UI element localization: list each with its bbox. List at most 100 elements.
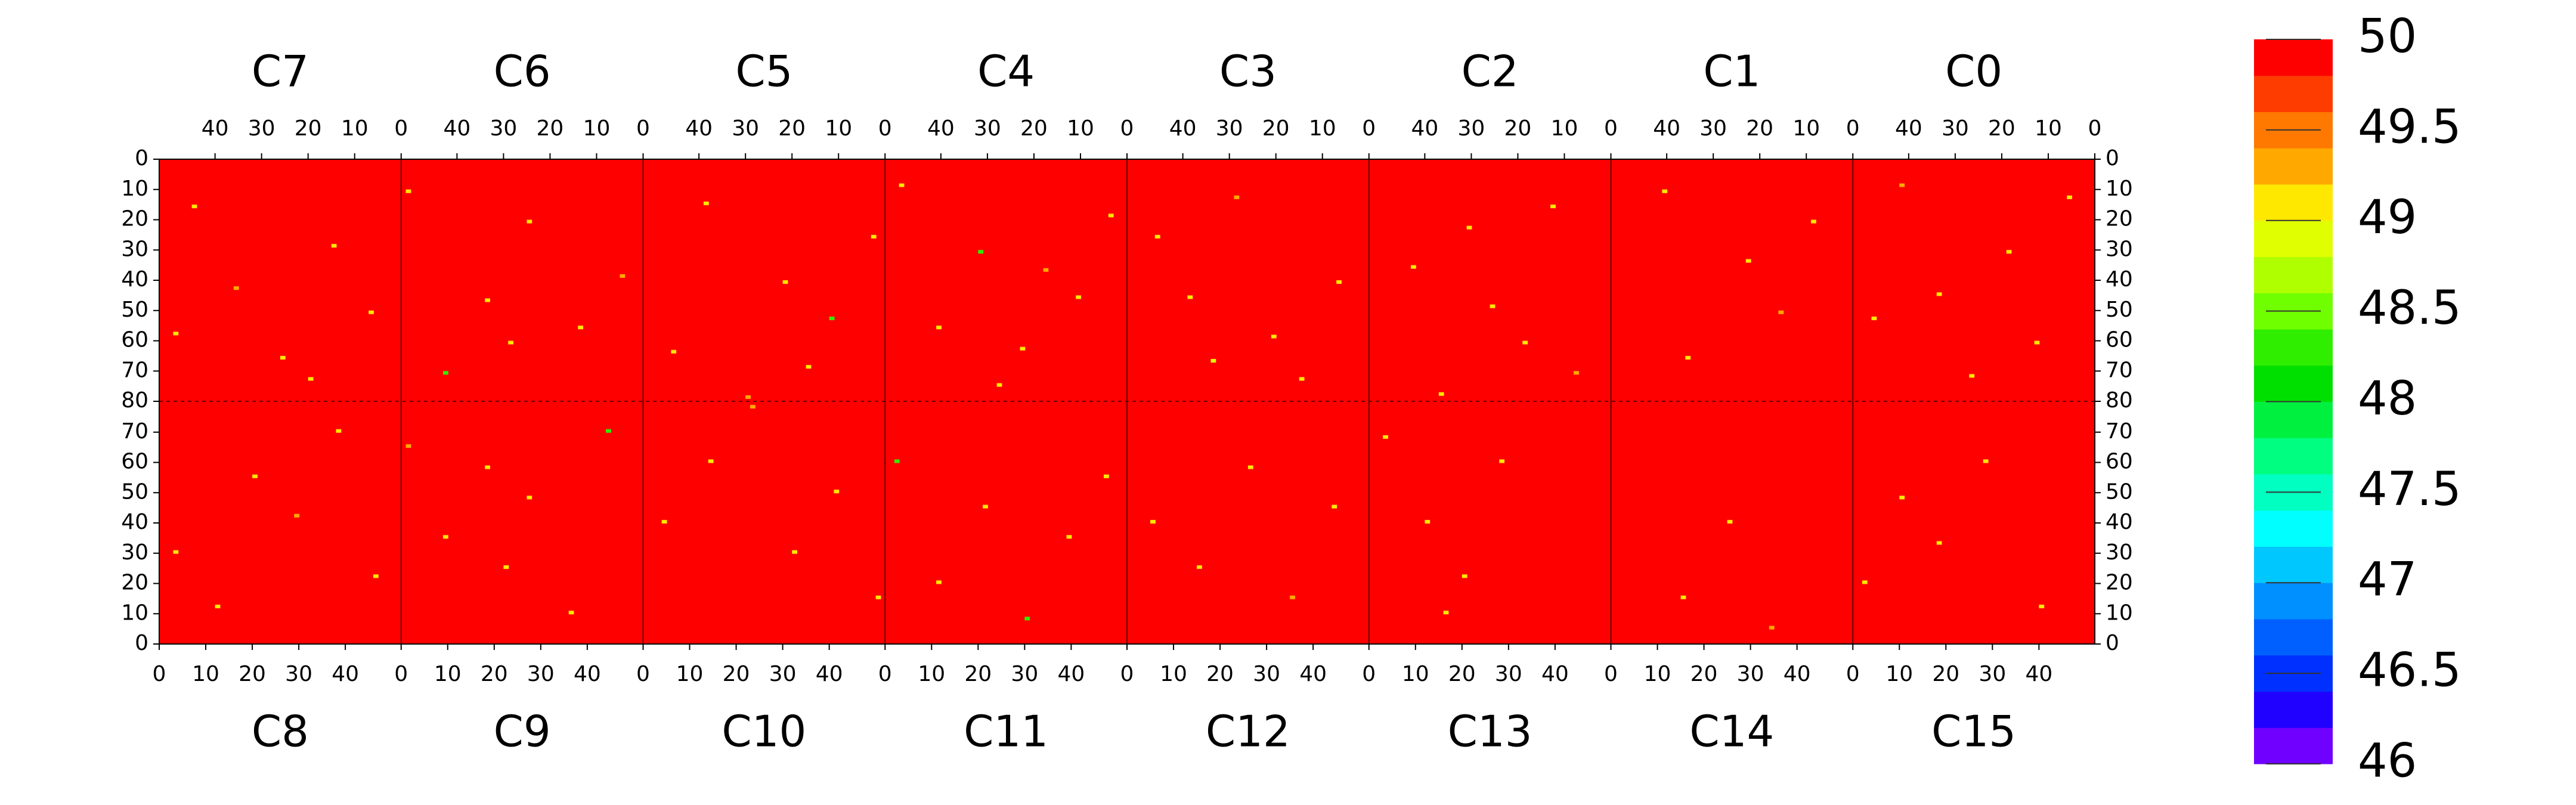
chip-label: C14 [1689, 707, 1774, 757]
pixel [996, 383, 1002, 387]
x-tick-label: 20 [1504, 116, 1532, 141]
x-tick-label: 10 [1551, 116, 1578, 141]
colorbar-band [2254, 256, 2333, 293]
colorbar-band [2254, 220, 2333, 257]
colorbar-band [2254, 365, 2333, 402]
y-tick-label: 70 [2106, 358, 2133, 382]
x-tick-label: 40 [1541, 662, 1569, 686]
x-tick-label: 10 [2035, 116, 2062, 141]
y-tick-label: 70 [121, 419, 148, 444]
x-tick-label: 0 [1362, 662, 1376, 686]
x-tick-label: 10 [1309, 116, 1336, 141]
pixel [1024, 617, 1030, 621]
pixel [578, 326, 584, 330]
x-tick-label: 10 [583, 116, 611, 141]
chip-label: C0 [1945, 47, 2002, 97]
x-tick-label: 30 [285, 662, 312, 686]
x-tick-label: 30 [1495, 662, 1522, 686]
colorbar-label: 47 [2358, 553, 2417, 607]
pixel [336, 429, 342, 433]
pixel [2039, 605, 2045, 609]
pixel [1685, 355, 1691, 360]
y-tick-label: 30 [121, 540, 148, 565]
colorbar-band [2254, 546, 2333, 583]
x-tick-label: 40 [816, 662, 843, 686]
chip-background [159, 401, 401, 643]
x-tick-label: 10 [918, 662, 945, 686]
chip-background [401, 401, 643, 643]
x-tick-label: 30 [248, 116, 275, 141]
x-tick-label: 20 [778, 116, 806, 141]
y-tick-label: 10 [121, 600, 148, 625]
pixel [806, 365, 812, 369]
colorbar-label: 48 [2358, 372, 2417, 426]
x-tick-label: 0 [1604, 662, 1618, 686]
y-tick-label: 0 [135, 146, 148, 171]
x-tick-label: 10 [341, 116, 369, 141]
x-tick-label: 20 [295, 116, 322, 141]
x-tick-label: 0 [1120, 662, 1134, 686]
x-tick-label: 40 [685, 116, 713, 141]
pixel [792, 550, 797, 554]
y-tick-label: 80 [121, 388, 148, 413]
x-tick-label: 40 [927, 116, 955, 141]
chip-label: C2 [1462, 47, 1519, 97]
colorbar-label: 47.5 [2358, 463, 2462, 516]
chip-label: C3 [1219, 47, 1277, 97]
pixel [1336, 280, 1342, 284]
pixel [1154, 234, 1160, 239]
y-tick-label: 20 [2106, 207, 2133, 231]
pixel [2067, 195, 2072, 199]
colorbar-band [2254, 691, 2333, 728]
pixel [875, 595, 881, 599]
x-tick-label: 20 [537, 116, 564, 141]
pixel [1290, 595, 1295, 599]
colorbar-band [2254, 401, 2333, 438]
pixel [485, 465, 491, 469]
pixel [2006, 250, 2012, 254]
colorbar-band [2254, 329, 2333, 366]
x-tick-label: 20 [1020, 116, 1048, 141]
chip-background [1127, 159, 1369, 401]
pixel [442, 535, 448, 539]
pixel [1983, 459, 1989, 463]
chip-background [1611, 159, 1853, 401]
x-tick-label: 40 [2025, 662, 2052, 686]
x-tick-label: 40 [574, 662, 601, 686]
chip-label: C10 [722, 707, 806, 757]
x-tick-label: 20 [1690, 662, 1718, 686]
pixel [661, 519, 667, 524]
chip-label: C8 [252, 707, 309, 757]
pixel [1811, 219, 1816, 224]
y-tick-label: 10 [2106, 177, 2133, 201]
pixel [1936, 541, 1942, 545]
x-tick-label: 30 [490, 116, 518, 141]
colorbar-label: 46.5 [2358, 644, 2462, 698]
pixel [308, 377, 314, 381]
pixel [1522, 340, 1528, 345]
y-tick-label: 30 [2106, 540, 2133, 565]
y-tick-label: 80 [2106, 388, 2133, 413]
x-tick-label: 40 [1895, 116, 1922, 141]
pixel [620, 274, 626, 278]
y-tick-label: 0 [135, 631, 148, 655]
pixel [1332, 504, 1337, 509]
x-tick-label: 40 [1169, 116, 1197, 141]
colorbar-band [2254, 75, 2333, 112]
x-tick-label: 0 [636, 662, 650, 686]
x-tick-label: 0 [1604, 116, 1618, 141]
pixel [1150, 519, 1156, 524]
pixel [1410, 265, 1416, 269]
pixel [936, 326, 942, 330]
x-tick-label: 30 [1011, 662, 1038, 686]
y-tick-label: 50 [121, 479, 148, 504]
pixel [1066, 535, 1072, 539]
pixel [1103, 474, 1109, 478]
x-tick-label: 10 [825, 116, 852, 141]
colorbar-band [2254, 510, 2333, 547]
x-tick-label: 20 [1448, 662, 1476, 686]
x-tick-label: 10 [1402, 662, 1429, 686]
pixel [829, 316, 835, 320]
x-tick-label: 0 [1846, 116, 1860, 141]
pixel [173, 332, 179, 336]
